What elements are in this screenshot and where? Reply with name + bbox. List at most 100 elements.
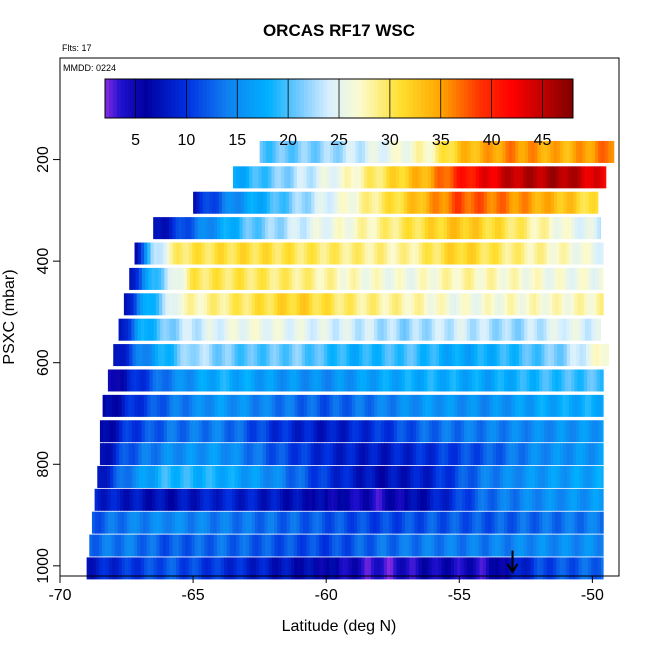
- heatmap-cell: [214, 557, 219, 580]
- heatmap-cell: [415, 557, 420, 580]
- heatmap-cell: [544, 344, 549, 367]
- heatmap-cell: [267, 369, 272, 392]
- heatmap-cell: [431, 394, 436, 417]
- heatmap-cell: [410, 488, 415, 511]
- heatmap-cell: [348, 166, 352, 189]
- heatmap-cell: [595, 465, 600, 488]
- heatmap-cell: [598, 420, 603, 443]
- heatmap-cell: [379, 217, 384, 240]
- heatmap-cell: [333, 443, 337, 466]
- heatmap-cell: [447, 534, 451, 557]
- heatmap-cell: [263, 267, 268, 290]
- heatmap-cell: [121, 534, 126, 557]
- heatmap-cell: [277, 511, 281, 534]
- heatmap-cell: [258, 217, 263, 240]
- heatmap-cell: [498, 394, 503, 417]
- heatmap-cell: [398, 511, 403, 534]
- heatmap-cell: [279, 267, 284, 290]
- heatmap-cell: [141, 465, 146, 488]
- heatmap-cell: [470, 443, 475, 466]
- heatmap-cell: [462, 293, 467, 316]
- heatmap-cell: [601, 420, 604, 443]
- heatmap-cell: [113, 344, 118, 367]
- heatmap-cell: [175, 217, 180, 240]
- heatmap-cell: [325, 293, 329, 316]
- heatmap-cell: [573, 267, 578, 290]
- heatmap-cell: [436, 369, 441, 392]
- heatmap-cell: [261, 217, 266, 240]
- heatmap-cell: [297, 394, 302, 417]
- heatmap-cell: [382, 511, 387, 534]
- heatmap-cell: [185, 217, 189, 240]
- heatmap-cell: [469, 557, 474, 580]
- heatmap-cell: [134, 394, 139, 417]
- heatmap-cell: [137, 557, 142, 580]
- heatmap-cell: [385, 369, 390, 392]
- colorbar: 5 10 15 20 25 30 35 40 45: [104, 78, 574, 149]
- heatmap-cell: [324, 344, 328, 367]
- heatmap-cell: [391, 191, 395, 214]
- heatmap-cell: [260, 267, 264, 290]
- heatmap-cell: [518, 443, 523, 466]
- heatmap-cell: [320, 191, 325, 214]
- heatmap-cell: [603, 511, 604, 534]
- heatmap-cell: [271, 166, 276, 189]
- heatmap-cell: [528, 191, 533, 214]
- heatmap-cell: [569, 443, 574, 466]
- heatmap-cell: [335, 534, 340, 557]
- heatmap-cell: [463, 534, 467, 557]
- heatmap-cell: [255, 318, 260, 341]
- heatmap-cell: [251, 511, 256, 534]
- heatmap-cell: [165, 534, 170, 557]
- colorbar-segment: [202, 79, 207, 118]
- heatmap-cell: [205, 267, 210, 290]
- heatmap-cell: [159, 293, 163, 316]
- colorbar-segment: [397, 79, 402, 118]
- heatmap-cell: [244, 465, 248, 488]
- heatmap-cell: [334, 293, 339, 316]
- heatmap-cell: [415, 534, 419, 557]
- heatmap-cell: [476, 443, 481, 466]
- heatmap-cell: [424, 217, 429, 240]
- heatmap-cell: [134, 534, 138, 557]
- heatmap-cell: [332, 534, 336, 557]
- heatmap-cell: [398, 293, 403, 316]
- heatmap-cell: [425, 557, 429, 580]
- heatmap-cell: [344, 369, 349, 392]
- heatmap-cell: [240, 420, 245, 443]
- heatmap-cell: [171, 511, 176, 534]
- heatmap-cell: [568, 166, 573, 189]
- heatmap-cell: [396, 557, 401, 580]
- heatmap-cell: [484, 488, 489, 511]
- heatmap-cell: [483, 191, 488, 214]
- heatmap-cell: [220, 557, 225, 580]
- heatmap-cell: [252, 166, 256, 189]
- heatmap-cell: [464, 420, 468, 443]
- heatmap-cell: [224, 443, 229, 466]
- heatmap-cell: [255, 394, 260, 417]
- heatmap-cell: [440, 534, 445, 557]
- heatmap-cell: [195, 420, 200, 443]
- heatmap-cell: [221, 443, 226, 466]
- heatmap-cell: [354, 242, 359, 265]
- heatmap-cell: [501, 242, 506, 265]
- heatmap-cell: [311, 267, 316, 290]
- heatmap-cell: [279, 488, 284, 511]
- heatmap-cell: [356, 344, 360, 367]
- heatmap-cell: [366, 511, 371, 534]
- heatmap-cell: [499, 140, 503, 163]
- heatmap-cell: [185, 318, 190, 341]
- heatmap-cell: [397, 140, 401, 163]
- heatmap-cell: [284, 166, 288, 189]
- heatmap-cell: [269, 465, 274, 488]
- heatmap-cell: [588, 394, 592, 417]
- heatmap-cell: [155, 511, 160, 534]
- heatmap-cell: [505, 318, 509, 341]
- heatmap-cell: [383, 217, 387, 240]
- heatmap-cell: [561, 369, 566, 392]
- heatmap-cell: [410, 465, 415, 488]
- heatmap-cell: [302, 511, 307, 534]
- heatmap-cell: [530, 242, 535, 265]
- heatmap-cell: [360, 166, 365, 189]
- heatmap-cell: [246, 443, 251, 466]
